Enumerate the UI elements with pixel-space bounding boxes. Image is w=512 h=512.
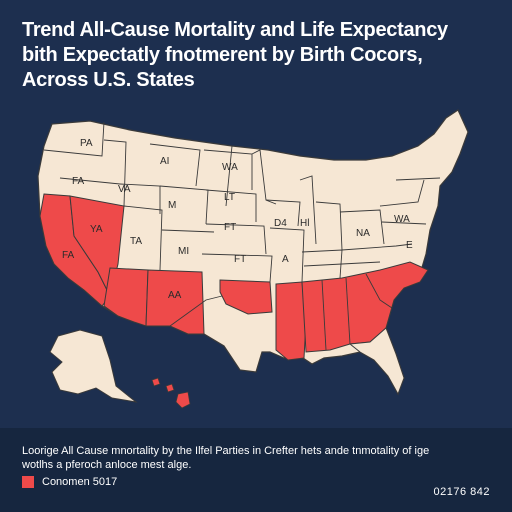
- state-label: TA: [130, 236, 142, 247]
- state-new-mexico: [145, 269, 205, 335]
- state-label: PA: [80, 138, 93, 149]
- state-label: AA: [168, 290, 182, 301]
- title-line-1: Trend All-Cause Mortality and Life Expec…: [22, 19, 448, 41]
- state-label: FA: [62, 250, 75, 261]
- figure-code: 02176 842: [433, 486, 490, 498]
- state-label: LT: [224, 192, 235, 203]
- state-label: WA: [394, 214, 410, 225]
- state-label: YA: [90, 224, 103, 235]
- state-label: Hl: [300, 218, 309, 229]
- state-label: AI: [160, 156, 169, 167]
- state-label: VA: [118, 184, 131, 195]
- map-title: Trend All-Cause Mortality and Life Expec…: [22, 18, 492, 93]
- title-line-2: bith Expectatly fnotmerent by Birth Coco…: [22, 44, 423, 66]
- footer-panel: [0, 428, 512, 512]
- state-borders: [43, 121, 441, 351]
- state-label: A: [282, 254, 289, 265]
- caption-line-2: wotlhs a pferoch anloce mest alge.: [22, 459, 192, 471]
- state-label: WA: [222, 162, 238, 173]
- state-southeast: [301, 261, 429, 353]
- map-caption: Loorige All Cause mnortality by the Ilfe…: [22, 444, 502, 472]
- state-label: M: [168, 200, 176, 211]
- state-label: NA: [356, 228, 370, 239]
- caption-line-1: Loorige All Cause mnortality by the Ilfe…: [22, 445, 430, 457]
- state-arkansas-louisiana: [275, 281, 307, 361]
- legend-swatch: [22, 476, 34, 488]
- state-label: FT: [224, 222, 236, 233]
- state-label: FT: [234, 254, 246, 265]
- state-label: D4: [274, 218, 287, 229]
- state-alaska: [49, 329, 138, 403]
- legend: Conomen 5017: [22, 476, 117, 488]
- state-florida: [348, 327, 405, 396]
- state-label: MI: [178, 246, 189, 257]
- state-arizona: [103, 267, 149, 327]
- state-label: FA: [72, 176, 85, 187]
- state-labels: PA FA VA M AI WA LT TA MI FT FT A D4 Hl …: [62, 138, 413, 301]
- legend-label: Conomen 5017: [42, 476, 118, 488]
- state-hawaii: [151, 377, 191, 409]
- title-line-3: Across U.S. States: [22, 69, 195, 91]
- state-label: E: [406, 240, 413, 251]
